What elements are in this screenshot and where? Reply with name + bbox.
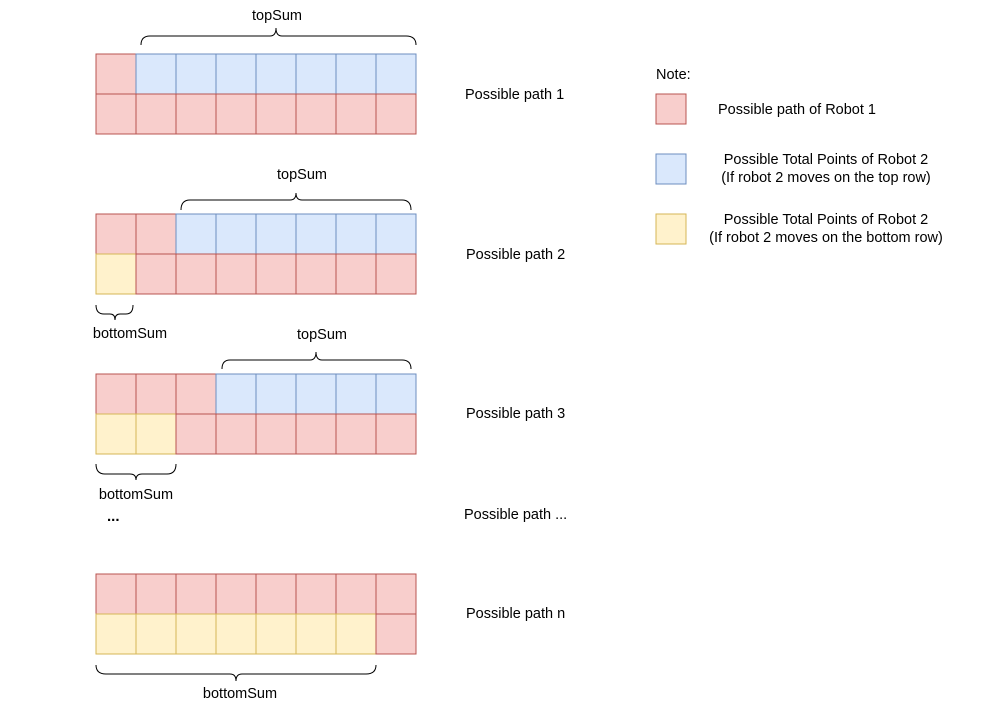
legend-text-robot1: Possible path of Robot 1 — [718, 102, 876, 118]
grid-cell-robot1 — [215, 573, 257, 615]
grid-cell-robot1 — [215, 93, 257, 135]
bottom-sum-brace-2 — [95, 304, 134, 321]
grid-cell-top — [215, 373, 257, 415]
grid-cell-top — [335, 373, 377, 415]
grid-cell-bottom — [95, 413, 137, 455]
grid-cell-top — [255, 213, 297, 255]
grid-cell-robot1 — [295, 573, 337, 615]
grid-cell-bottom — [255, 613, 297, 655]
grid-cell-robot1 — [375, 93, 417, 135]
grid-cell-top — [215, 53, 257, 95]
top-sum-label-1: topSum — [252, 8, 302, 24]
grid-cell-top — [375, 213, 417, 255]
grid-cell-robot1 — [295, 413, 337, 455]
grid-cell-robot1 — [255, 413, 297, 455]
grid-cell-robot1 — [95, 53, 137, 95]
path-label-2: Possible path 2 — [466, 247, 565, 263]
legend-text-bottom-line1: Possible Total Points of Robot 2 — [724, 212, 928, 228]
legend: Note: Possible path of Robot 1 Possible … — [655, 67, 943, 246]
path-label-1: Possible path 1 — [465, 87, 564, 103]
bottom-sum-label-3: bottomSum — [99, 487, 173, 503]
grid-cell-robot1 — [175, 253, 217, 295]
grid-cell-robot1 — [175, 373, 217, 415]
grid-cell-robot1 — [215, 413, 257, 455]
grid-cell-bottom — [95, 253, 137, 295]
grid-path-1 — [95, 53, 417, 135]
grid-cell-robot1 — [135, 253, 177, 295]
grid-cell-robot1 — [175, 413, 217, 455]
bottom-sum-label-2: bottomSum — [93, 326, 167, 342]
grid-cell-robot1 — [215, 253, 257, 295]
grid-cell-robot1 — [335, 413, 377, 455]
grid-cell-bottom — [135, 613, 177, 655]
grid-cell-bottom — [95, 613, 137, 655]
top-sum-brace-3 — [221, 351, 412, 370]
path-label-n: Possible path n — [466, 606, 565, 622]
grid-cell-top — [175, 53, 217, 95]
top-sum-label-2: topSum — [277, 167, 327, 183]
grid-cell-robot1 — [255, 573, 297, 615]
grid-cell-top — [375, 53, 417, 95]
grid-cell-robot1 — [135, 213, 177, 255]
grid-cell-top — [135, 53, 177, 95]
grid-cell-bottom — [135, 413, 177, 455]
grid-cell-robot1 — [95, 573, 137, 615]
grid-cell-robot1 — [255, 93, 297, 135]
grid-cell-robot1 — [375, 613, 417, 655]
top-sum-label-3: topSum — [297, 327, 347, 343]
grid-cell-bottom — [335, 613, 377, 655]
bottom-sum-brace-n — [95, 664, 377, 682]
grid-cell-bottom — [295, 613, 337, 655]
legend-swatch-top — [655, 153, 687, 185]
grid-cell-robot1 — [335, 253, 377, 295]
grid-cell-top — [255, 53, 297, 95]
grid-cell-robot1 — [175, 573, 217, 615]
grid-cell-robot1 — [95, 373, 137, 415]
legend-swatch-bottom — [655, 213, 687, 245]
grid-cell-top — [215, 213, 257, 255]
grid-cell-robot1 — [255, 253, 297, 295]
ellipsis: ... — [107, 508, 120, 525]
legend-title: Note: — [656, 67, 691, 83]
legend-text-bottom-line2: (If robot 2 moves on the bottom row) — [709, 230, 943, 246]
top-sum-brace-1 — [140, 27, 417, 46]
grid-cell-top — [335, 53, 377, 95]
legend-text-top-line1: Possible Total Points of Robot 2 — [724, 152, 928, 168]
grid-path-3 — [95, 373, 417, 455]
grid-cell-robot1 — [135, 573, 177, 615]
grid-cell-top — [375, 373, 417, 415]
grid-cell-robot1 — [135, 93, 177, 135]
grid-cell-robot1 — [295, 93, 337, 135]
top-sum-brace-2 — [180, 192, 412, 211]
grid-cell-top — [295, 213, 337, 255]
path-label-3: Possible path 3 — [466, 406, 565, 422]
legend-text-top-line2: (If robot 2 moves on the top row) — [721, 170, 931, 186]
bottom-sum-label-n: bottomSum — [203, 686, 277, 702]
grid-cell-robot1 — [95, 213, 137, 255]
grid-cell-bottom — [175, 613, 217, 655]
grid-path-n — [95, 573, 417, 655]
grid-cell-top — [175, 213, 217, 255]
grid-cell-top — [335, 213, 377, 255]
grid-cell-robot1 — [175, 93, 217, 135]
grid-cell-top — [255, 373, 297, 415]
grid-cell-top — [295, 373, 337, 415]
grid-cell-robot1 — [295, 253, 337, 295]
path-label-ellipsis: Possible path ... — [464, 507, 567, 523]
grid-cell-robot1 — [375, 573, 417, 615]
grid-cell-robot1 — [375, 253, 417, 295]
grid-path-2 — [95, 213, 417, 295]
grid-cell-robot1 — [375, 413, 417, 455]
grid-cell-robot1 — [135, 373, 177, 415]
grid-cell-robot1 — [335, 93, 377, 135]
grid-cell-bottom — [215, 613, 257, 655]
grid-cell-robot1 — [95, 93, 137, 135]
legend-swatch-robot1 — [655, 93, 687, 125]
bottom-sum-brace-3 — [95, 463, 177, 481]
grid-cell-top — [295, 53, 337, 95]
grid-cell-robot1 — [335, 573, 377, 615]
